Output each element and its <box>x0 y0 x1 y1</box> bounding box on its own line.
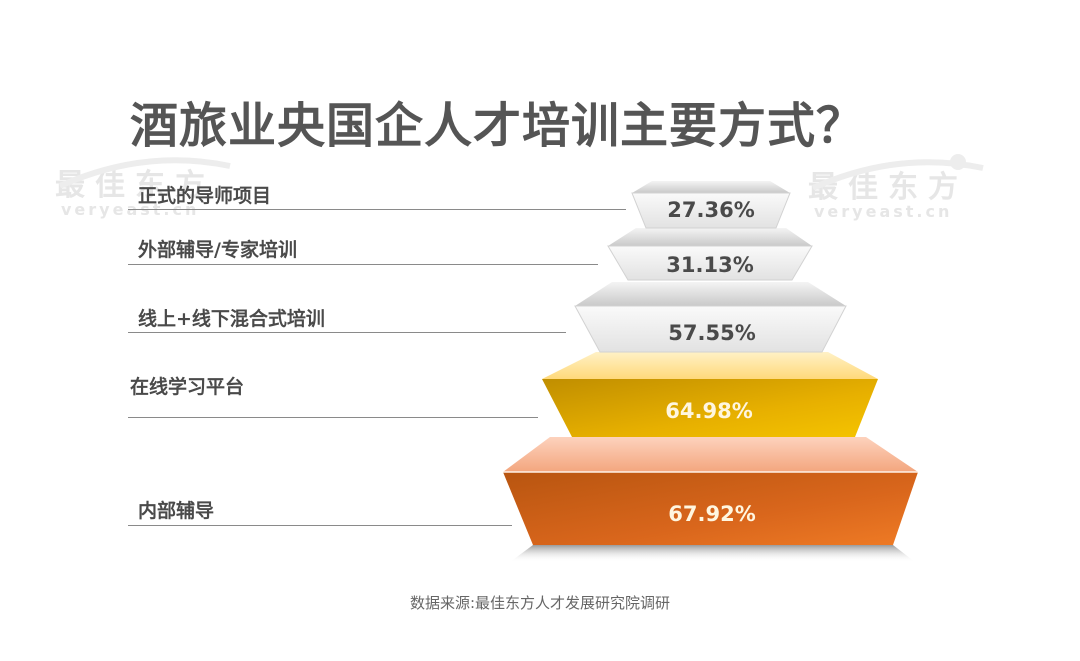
pyramid-shadow <box>510 545 915 562</box>
layer-label-3: 线上+线下混合式培训 <box>138 308 325 330</box>
leader-line-3 <box>128 332 566 333</box>
layer-value-3: 57.55% <box>668 321 756 345</box>
layer-value-5: 67.92% <box>668 502 756 526</box>
layer-label-1: 正式的导师项目 <box>138 185 272 207</box>
layer-label-2: 外部辅导/专家培训 <box>138 239 297 261</box>
pyramid-layer-2 <box>607 228 813 281</box>
pyramid-layer-3 <box>574 282 847 353</box>
chart-title: 酒旅业央国企人才培训主要方式？ <box>130 98 866 154</box>
leader-line-4 <box>128 417 538 418</box>
leader-line-2 <box>128 264 598 265</box>
data-source-note: 数据来源:最佳东方人才发展研究院调研 <box>409 594 671 612</box>
layer-value-1: 27.36% <box>667 198 755 222</box>
layer-label-4: 在线学习平台 <box>130 376 245 398</box>
leader-line-1 <box>128 209 626 210</box>
pyramid-layer-4 <box>542 352 878 437</box>
layer-label-5: 内部辅导 <box>138 500 215 522</box>
layer-value-2: 31.13% <box>666 253 754 277</box>
pyramid-layer-1 <box>631 181 791 229</box>
leader-line-5 <box>128 525 512 526</box>
layer-value-4: 64.98% <box>665 399 753 423</box>
pyramid-layer-5 <box>503 437 918 545</box>
